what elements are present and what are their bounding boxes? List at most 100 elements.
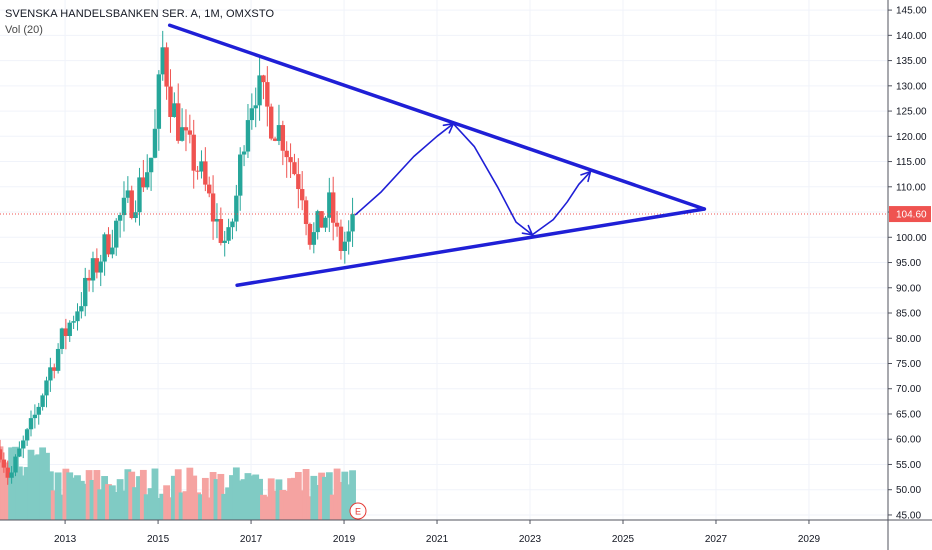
volume-bar xyxy=(287,478,294,520)
volume-bar xyxy=(112,491,120,520)
volume-bar xyxy=(232,467,240,520)
volume-bar xyxy=(244,473,252,520)
volume-bar xyxy=(283,490,291,520)
candle-body xyxy=(86,277,92,281)
candle-body xyxy=(75,311,80,322)
volume-bar xyxy=(151,468,159,520)
candle-body xyxy=(203,161,208,185)
candle-body xyxy=(114,220,119,248)
volume-bar xyxy=(252,474,260,520)
volume-bar xyxy=(50,490,58,520)
candle-body xyxy=(311,232,317,245)
symbol-title[interactable]: SVENSKA HANDELSBANKEN SER. A, 1M, OMXSTO xyxy=(5,8,275,20)
last-price-tag[interactable] xyxy=(889,206,931,223)
x-tick-label: 2013 xyxy=(54,534,77,545)
candle-body xyxy=(121,197,127,216)
volume-bar xyxy=(275,479,283,520)
candle-body xyxy=(21,440,26,449)
arrowhead[interactable] xyxy=(580,170,592,183)
candle-body xyxy=(303,200,309,225)
volume-bar xyxy=(248,475,256,520)
y-tick-label: 65.00 xyxy=(896,409,921,420)
candle-body xyxy=(199,161,204,172)
y-tick-label: 80.00 xyxy=(896,334,921,345)
x-tick-label: 2027 xyxy=(705,534,728,545)
earnings-marker[interactable] xyxy=(349,502,367,520)
candle-body xyxy=(338,226,344,251)
candle-body xyxy=(296,174,301,190)
volume-bar xyxy=(298,490,306,520)
candle-body xyxy=(129,190,134,219)
volume-bar xyxy=(186,467,194,520)
volume-bar xyxy=(12,446,19,520)
volume-bar xyxy=(66,472,74,520)
volume-bar xyxy=(85,470,93,520)
y-tick-label: 140.00 xyxy=(896,31,927,42)
x-tick-label: 2021 xyxy=(426,534,449,545)
candle-body xyxy=(245,120,251,152)
candle-body xyxy=(164,47,169,87)
y-tick-label: 70.00 xyxy=(896,384,921,395)
x-tick-label: 2019 xyxy=(333,534,356,545)
volume-bar xyxy=(128,471,136,520)
candle-body xyxy=(36,406,41,415)
candle-body xyxy=(133,212,138,219)
candle-body xyxy=(269,106,274,139)
candle-body xyxy=(179,127,185,141)
chart-legend: SVENSKA HANDELSBANKEN SER. A, 1M, OMXSTO… xyxy=(5,6,274,38)
volume-bar xyxy=(31,455,39,520)
volume-bar xyxy=(167,497,174,520)
candle-body xyxy=(71,321,76,323)
y-tick-label: 60.00 xyxy=(896,435,921,446)
volume-bar xyxy=(337,481,345,520)
candle-body xyxy=(334,222,340,227)
candle-body xyxy=(187,130,193,135)
volume-bar xyxy=(58,494,66,520)
volume-bar xyxy=(256,478,263,520)
candle-body xyxy=(59,328,65,349)
volume-bar xyxy=(279,489,287,520)
candle-body xyxy=(249,108,255,121)
candle-body xyxy=(288,157,293,163)
volume-bar xyxy=(306,496,314,520)
trendline[interactable] xyxy=(235,207,707,287)
candle-body xyxy=(265,82,270,107)
candle-body xyxy=(230,221,235,228)
arrowhead[interactable] xyxy=(442,122,455,134)
candle-body xyxy=(234,195,239,222)
x-tick-label: 2015 xyxy=(147,534,170,545)
volume-bar xyxy=(341,471,349,520)
candle-body xyxy=(125,190,131,198)
trendline[interactable] xyxy=(167,23,707,211)
volume-bar xyxy=(182,491,190,520)
candle-body xyxy=(342,241,348,251)
earnings-marker-label[interactable]: E xyxy=(355,507,361,517)
x-tick-label: 2029 xyxy=(798,534,821,545)
candle-body xyxy=(102,234,107,262)
volume-bar xyxy=(310,475,318,520)
y-tick-label: 125.00 xyxy=(896,107,927,118)
candle-body xyxy=(183,127,189,131)
candle-body xyxy=(195,170,200,172)
volume-bar xyxy=(178,492,186,520)
volume-indicator-label[interactable]: Vol (20) xyxy=(5,24,43,36)
volume-bar xyxy=(43,452,50,520)
volume-bar xyxy=(27,449,35,520)
projection-path[interactable] xyxy=(354,122,592,236)
candle-body xyxy=(152,128,158,158)
candle-body xyxy=(330,192,336,223)
y-tick-label: 50.00 xyxy=(896,485,921,496)
volume-bar xyxy=(15,466,23,520)
volume-bar xyxy=(105,484,112,520)
volume-bar xyxy=(74,475,81,520)
arrowhead[interactable] xyxy=(521,224,534,236)
candle-body xyxy=(17,448,22,457)
candle-body xyxy=(214,219,220,222)
volume-bar xyxy=(143,494,151,520)
volume-bar xyxy=(23,467,31,520)
volume-bar xyxy=(322,476,329,520)
y-tick-label: 100.00 xyxy=(896,233,927,244)
candle-body xyxy=(44,380,49,396)
candle-body xyxy=(284,150,289,158)
